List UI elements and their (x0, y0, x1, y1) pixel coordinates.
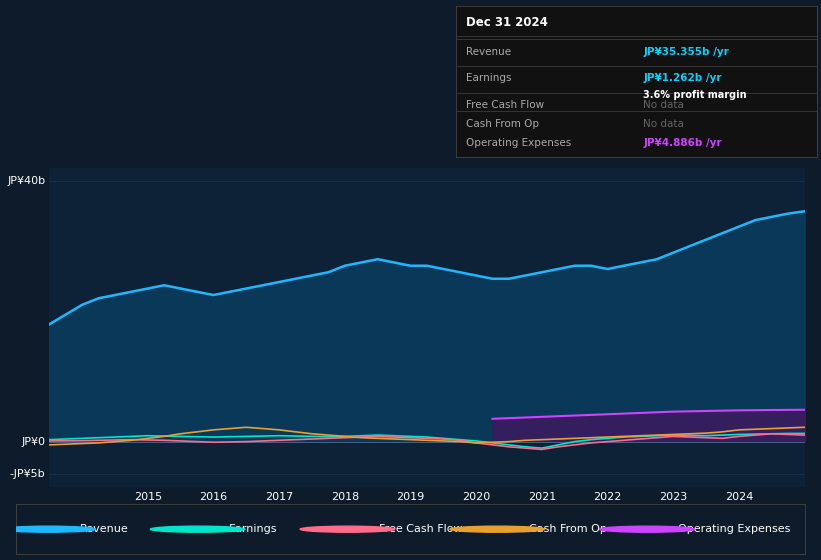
Text: Free Cash Flow: Free Cash Flow (466, 100, 544, 110)
Circle shape (1, 526, 95, 532)
Text: Cash From Op: Cash From Op (466, 119, 539, 129)
Text: Earnings: Earnings (466, 73, 512, 83)
Text: Revenue: Revenue (80, 524, 128, 534)
Text: No data: No data (644, 119, 685, 129)
Text: Revenue: Revenue (466, 48, 511, 58)
Circle shape (150, 526, 245, 532)
Text: Free Cash Flow: Free Cash Flow (379, 524, 462, 534)
Text: -JP¥5b: -JP¥5b (10, 469, 45, 479)
Text: Dec 31 2024: Dec 31 2024 (466, 16, 548, 29)
Text: No data: No data (644, 100, 685, 110)
Text: 3.6% profit margin: 3.6% profit margin (644, 90, 747, 100)
Circle shape (300, 526, 395, 532)
Text: JP¥1.262b /yr: JP¥1.262b /yr (644, 73, 722, 83)
Text: JP¥0: JP¥0 (21, 437, 45, 447)
Text: JP¥35.355b /yr: JP¥35.355b /yr (644, 48, 729, 58)
Circle shape (450, 526, 544, 532)
Text: JP¥4.886b /yr: JP¥4.886b /yr (644, 138, 722, 148)
Text: Operating Expenses: Operating Expenses (678, 524, 791, 534)
Text: JP¥40b: JP¥40b (7, 176, 45, 186)
Circle shape (599, 526, 695, 532)
Text: Earnings: Earnings (229, 524, 277, 534)
Text: Operating Expenses: Operating Expenses (466, 138, 571, 148)
Text: Cash From Op: Cash From Op (529, 524, 607, 534)
